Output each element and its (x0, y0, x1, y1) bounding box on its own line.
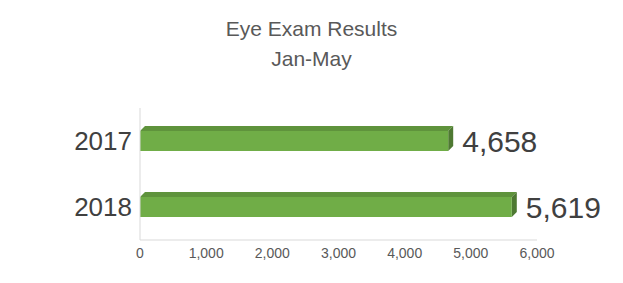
svg-text:5,619: 5,619 (526, 191, 601, 224)
html-text:Jan-May: Jan-May (271, 47, 352, 70)
svg-text:5,000: 5,000 (453, 245, 488, 261)
svg-text:6,000: 6,000 (519, 245, 554, 261)
svg-text:3,000: 3,000 (321, 245, 356, 261)
svg-text:2017: 2017 (74, 126, 132, 156)
svg-text:1,000: 1,000 (189, 245, 224, 261)
html-text:Eye Exam Results: Eye Exam Results (225, 17, 398, 40)
svg-text:2,000: 2,000 (255, 245, 290, 261)
svg-text:4,000: 4,000 (387, 245, 422, 261)
svg-text:0: 0 (136, 245, 144, 261)
svg-text:4,658: 4,658 (462, 125, 537, 158)
svg-text:2018: 2018 (74, 192, 132, 222)
